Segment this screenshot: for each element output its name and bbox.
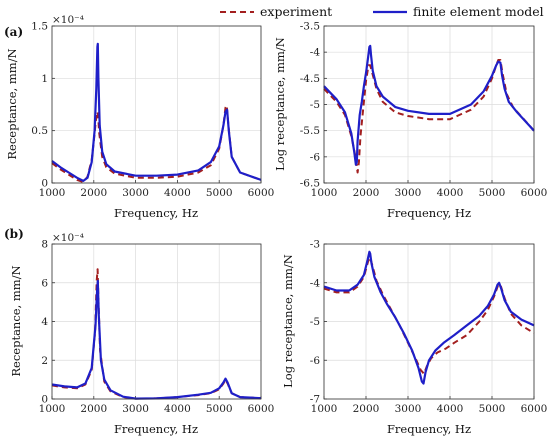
grid (51, 25, 262, 184)
y-tick-label: -4.5 (300, 73, 320, 85)
chart-b-left: 1000 2000 3000 4000 5000 6000 0 2 4 6 8 ×10⁻⁴ Fre… (9, 232, 274, 436)
y-axis-label: Log receptance, mm/N (273, 37, 287, 171)
x-tick-label: 1000 (311, 187, 338, 199)
series-layer (323, 44, 535, 174)
x-tick-label: 3000 (395, 403, 422, 415)
x-tick-label: 6000 (248, 403, 275, 415)
grid (51, 243, 262, 400)
y-tick-label: -6 (310, 151, 321, 163)
x-tick-label: 6000 (521, 187, 548, 199)
y-tick-label: 2 (41, 355, 48, 367)
panel-label-a: (a) (4, 25, 23, 39)
x-tick-label: 1000 (311, 403, 338, 415)
y-tick-label: -5 (310, 99, 320, 111)
y-tick-label: -3.5 (300, 21, 320, 33)
y-axis-label: Log receptance, mm/N (281, 254, 295, 388)
y-tick-label: 6 (41, 277, 48, 289)
x-axis-label: Frequency, Hz (114, 206, 198, 220)
y-tick-label: -7 (310, 394, 320, 406)
x-tick-labels: 1000 2000 3000 4000 5000 6000 (39, 187, 275, 199)
x-tick-label: 4000 (437, 403, 464, 415)
series-layer (323, 250, 535, 385)
y-tick-label: 1.5 (31, 21, 48, 33)
axes-box (323, 25, 535, 184)
chart-a-right: 1000 2000 3000 4000 5000 6000 -3.5 -4 -4.5 -5 -5.… (273, 21, 547, 221)
panel-label-b: (b) (4, 227, 24, 241)
y-tick-label: -5 (310, 316, 320, 328)
y-tick-label: -3 (310, 239, 320, 251)
x-tick-label: 5000 (479, 187, 506, 199)
x-tick-label: 4000 (164, 187, 191, 199)
experiment-series-line (51, 268, 262, 400)
y-tick-label: 1 (41, 73, 48, 85)
x-axis-label: Frequency, Hz (387, 422, 471, 436)
y-tick-labels: -3.5 -4 -4.5 -5 -5.5 -6 -6.5 (300, 21, 321, 190)
legend: experiment finite element model (220, 4, 544, 19)
axes-box (51, 25, 262, 184)
x-tick-label: 1000 (39, 187, 66, 199)
x-tick-label: 6000 (521, 403, 548, 415)
y-exponent: ×10⁻⁴ (52, 14, 84, 26)
y-tick-label: 4 (41, 316, 48, 328)
y-tick-label: 0 (41, 394, 48, 406)
experiment-series-line (323, 59, 535, 174)
x-tick-label: 4000 (164, 403, 191, 415)
axes-box (51, 243, 262, 400)
x-tick-label: 3000 (395, 187, 422, 199)
y-tick-label: -6.5 (300, 178, 320, 190)
series-layer (51, 268, 262, 400)
y-axis-label: Receptance, mm/N (9, 265, 23, 376)
x-tick-label: 2000 (80, 403, 107, 415)
x-tick-label: 5000 (206, 403, 233, 415)
legend-model-label: finite element model (413, 4, 544, 19)
x-tick-label: 3000 (122, 187, 149, 199)
x-tick-label: 3000 (122, 403, 149, 415)
y-tick-label: -5.5 (300, 125, 320, 137)
y-tick-label: 0.5 (31, 125, 48, 137)
x-tick-labels: 1000 2000 3000 4000 5000 6000 (311, 187, 548, 199)
x-tick-labels: 1000 2000 3000 4000 5000 6000 (39, 403, 275, 415)
y-tick-label: -4 (310, 47, 321, 59)
y-tick-label: 8 (41, 239, 48, 251)
axes-box (323, 243, 535, 400)
chart-b-right: 1000 2000 3000 4000 5000 6000 -3 -4 -5 -6 -7 Freq… (281, 239, 547, 437)
x-tick-label: 5000 (206, 187, 233, 199)
x-axis-label: Frequency, Hz (114, 422, 198, 436)
x-tick-label: 2000 (80, 187, 107, 199)
grid (323, 243, 535, 400)
y-tick-labels: -3 -4 -5 -6 -7 (310, 239, 321, 406)
experiment-series-line (323, 256, 535, 375)
x-tick-label: 4000 (437, 187, 464, 199)
x-tick-label: 1000 (39, 403, 66, 415)
x-axis-label: Frequency, Hz (387, 206, 471, 220)
series-layer (51, 42, 262, 183)
y-exponent: ×10⁻⁴ (52, 232, 84, 244)
model-series-line (323, 44, 535, 166)
model-series-line (51, 279, 262, 400)
x-tick-label: 2000 (353, 403, 380, 415)
x-tick-labels: 1000 2000 3000 4000 5000 6000 (311, 403, 548, 415)
y-axis-label: Receptance, mm/N (5, 48, 19, 159)
x-tick-label: 6000 (248, 187, 275, 199)
y-tick-labels: 0 2 4 6 8 (41, 239, 48, 406)
y-tick-labels: 0 0.5 1 1.5 (31, 21, 48, 190)
y-tick-label: 0 (41, 178, 48, 190)
legend-experiment-label: experiment (260, 4, 332, 19)
y-tick-label: -4 (310, 277, 321, 289)
x-tick-label: 5000 (479, 403, 506, 415)
chart-a-left: 1000 2000 3000 4000 5000 6000 00.511.5 ×10⁻⁴ … (5, 14, 274, 220)
y-tick-label: -6 (310, 355, 321, 367)
model-series-line (51, 42, 262, 182)
x-tick-label: 2000 (353, 187, 380, 199)
model-series-line (323, 250, 535, 385)
